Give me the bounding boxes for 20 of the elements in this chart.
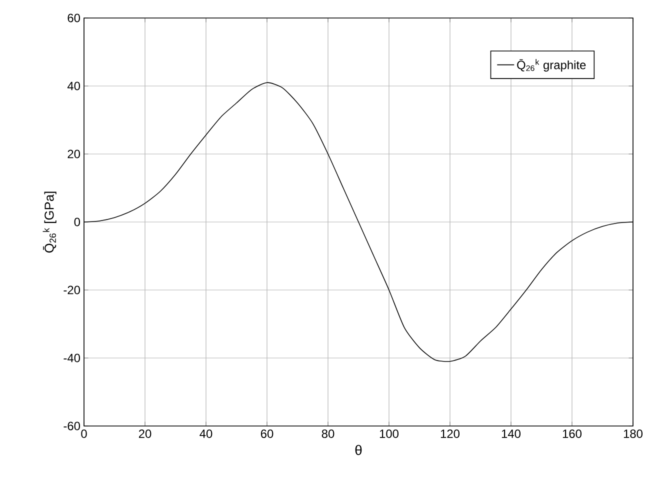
y-tick-label: 20 [68,150,80,158]
x-tick-label: 180 [624,430,643,438]
x-tick-label: 140 [502,430,521,438]
legend-label: Q̄$_{26}$$^{k}$ graphite [517,58,586,72]
x-axis-title: θ [355,444,362,456]
x-tick-label: 80 [322,430,334,438]
x-tick-label: 100 [380,430,399,438]
y-tick-label: -60 [64,422,80,430]
y-tick-label: 40 [67,82,80,90]
x-tick-label: 60 [260,430,274,438]
y-tick-label: -20 [64,286,80,294]
x-tick-label: 20 [138,430,152,438]
x-tick-label: 0 [81,430,87,438]
y-tick-label: 60 [68,14,80,22]
x-tick-label: 160 [562,430,582,438]
x-tick-label: 40 [200,430,212,438]
x-tick-label: 120 [440,430,460,438]
y-axis-title: Q̄$_{26}$$^{k}$ [GPa] [42,192,56,253]
y-tick-label: 0 [74,218,80,226]
y-tick-label: -40 [64,354,80,362]
